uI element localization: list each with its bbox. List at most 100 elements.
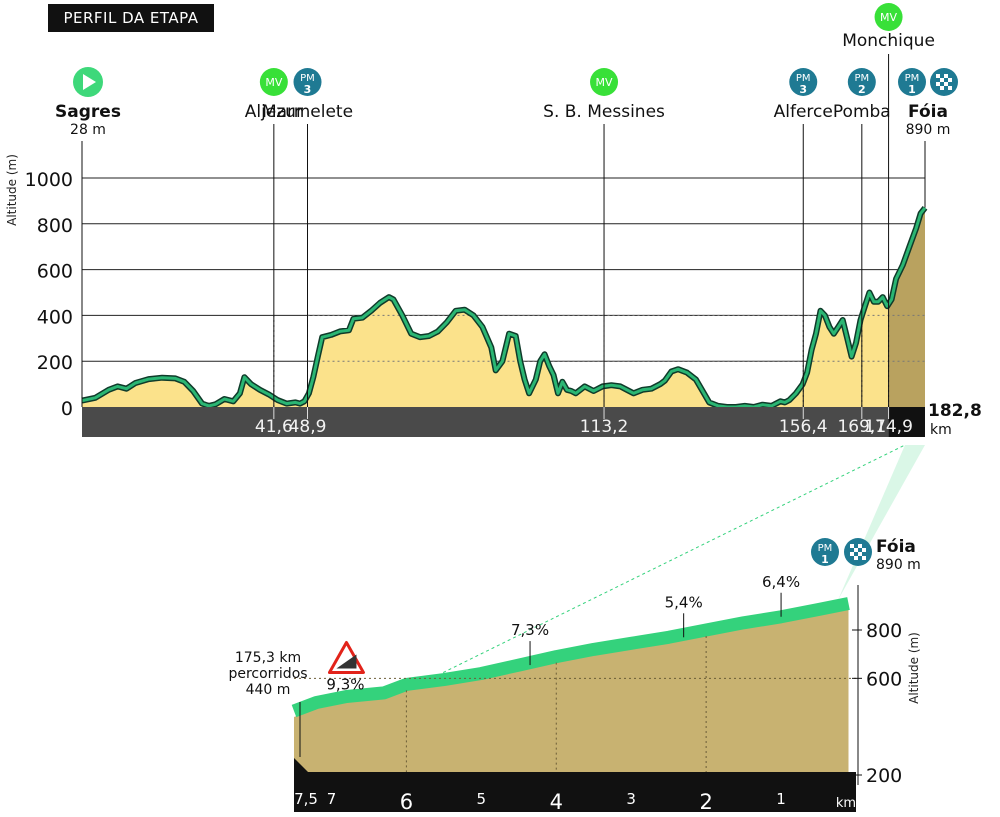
waypoint-name: Alferce [774,102,833,122]
km-bar-final [888,407,925,437]
km-marker-label: 156,4 [779,417,828,437]
waypoint-name: Marmelete [262,102,353,122]
pm-badge-label: PM [300,73,315,84]
zoom-km-tick-label: 2 [699,790,712,814]
gradient-marker: 7,3% [511,621,549,666]
zoom-km-tick-label: 6 [400,790,413,814]
waypoint-alferce: Alferce PM3 [774,68,833,407]
pm-badge-category: 2 [858,83,866,96]
climb-area-fill [294,609,849,772]
zoom-km-tick-label: 3 [626,790,636,808]
zoom-km-tick-label: 7 [327,790,337,808]
waypoint-name: Fóia [908,102,948,122]
gradient-marker: 5,4% [665,593,703,638]
checker-square [862,548,866,552]
waypoint-name: Monchique [842,31,935,51]
start-label-line: 440 m [246,682,291,698]
gradient-label: 5,4% [665,593,703,611]
pm-badge-label: PM [854,73,869,84]
waypoint-altitude: 890 m [906,122,951,138]
km-marker-label: 113,2 [580,417,629,437]
pm-badge-category: 3 [304,83,312,96]
profile-area-fill [82,292,889,407]
zoom-km-bar [294,772,856,812]
checker-square [940,78,944,82]
zoom-y-axis-title: Altitude (m) [907,632,921,704]
waypoint-altitude: 28 m [70,122,106,138]
checker-square [936,74,940,78]
mv-badge-label: MV [265,76,282,89]
y-tick-label: 800 [37,215,73,237]
waypoint-aljezur: Aljezur MV [245,68,303,407]
mv-badge-icon [590,68,619,96]
y-tick-label: 200 [37,352,73,374]
km-marker-label: 48,9 [289,417,327,437]
km-bar [82,407,889,437]
mv-badge-icon [874,3,903,31]
waypoint-name: Pomba [833,102,891,122]
final-km-label: 182,8 [928,401,982,421]
play-arrow-icon [83,74,96,90]
waypoint-marmelete: Marmelete PM3 [262,68,353,407]
km-marker-label: 174,9 [864,417,913,437]
stage-profile-title: PERFIL DA ETAPA [48,4,214,32]
waypoint-name: Aljezur [245,102,303,122]
gradient-marker: 9,3% [326,641,365,694]
y-tick-label: 800 [866,620,902,642]
pm-badge-label: PM [818,543,833,554]
checker-square [944,82,948,86]
pm-badge-label: PM [905,73,920,84]
checker-square [948,78,952,82]
pm-badge-label: PM [796,73,811,84]
mountain-category-icon [898,68,926,96]
pm-badge-category: 3 [799,83,807,96]
km-marker-label: 169,1 [837,417,886,437]
checker-square [854,556,858,560]
checker-square [940,86,944,90]
zoom-wedge [838,445,925,600]
slope-glyph [336,654,357,669]
mv-badge-icon [259,68,288,96]
y-tick-label: 0 [61,398,73,420]
final-climb-area-fill [888,207,925,407]
y-tick-label: 200 [866,765,902,787]
gradient-label: 9,3% [326,676,364,694]
km-unit-label: km [930,422,952,438]
pm-badge-category: 1 [821,553,829,566]
start-label-line: 175,3 km [235,650,301,666]
mountain-category-icon [789,68,818,96]
mv-badge-label: MV [880,11,897,24]
finish-name: Fóia [876,537,916,557]
finish-altitude: 890 m [876,557,921,573]
mountain-category-icon [811,538,839,566]
zoom-km-tick-label: 4 [550,790,563,814]
y-tick-label: 400 [37,306,73,328]
checker-square [850,552,854,556]
km-marker-label: 41,6 [255,417,293,437]
checker-square [858,552,862,556]
checker-square [948,86,952,90]
y-tick-label: 600 [37,261,73,283]
waypoint-s-b-messines: S. B. Messines MV [543,68,665,407]
checker-square [944,74,948,78]
y-tick-label: 600 [866,668,902,690]
waypoint-pomba: Pomba PM2 [833,68,891,407]
gradient-marker: 6,4% [762,573,800,617]
zoom-km-tick-label: 7,5 [294,790,318,808]
mountain-category-icon [847,68,876,96]
zoom-km-bar-corner [294,758,308,772]
main-profile-chart: Altitude (m) 0 200 400 600 800 1000 41,648,9 113… [5,3,982,438]
zoom-km-tick-label: 5 [477,790,487,808]
zoom-km-tick-label: 1 [776,790,786,808]
checker-square [936,82,940,86]
checker-square [858,544,862,548]
waypoint-name: S. B. Messines [543,102,665,122]
waypoint-monchique: Monchique MV [842,3,935,407]
gradient-label: 7,3% [511,621,549,639]
mv-badge-label: MV [596,76,613,89]
checker-square [854,548,858,552]
profile-line [81,206,927,409]
